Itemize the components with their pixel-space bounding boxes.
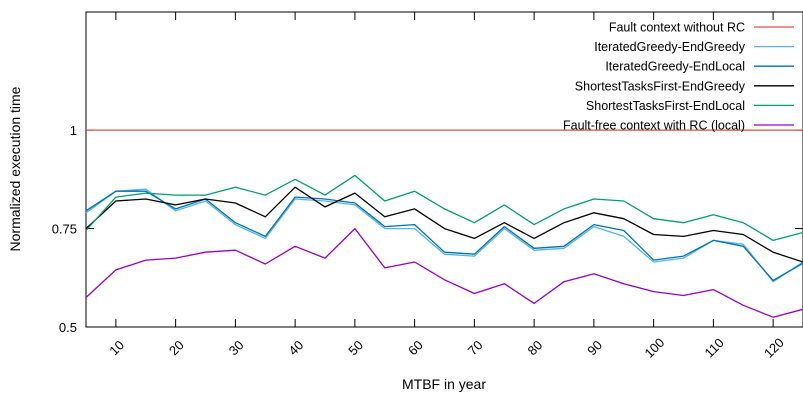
- plot-frame: [85, 11, 803, 328]
- legend-label: ShortestTasksFirst-EndLocal: [586, 99, 745, 113]
- legend-label: Fault-free context with RC (local): [563, 119, 745, 133]
- plot-area-border: [85, 11, 803, 328]
- x-axis-title: MTBF in year: [402, 376, 486, 392]
- y-tick-label: 0.75: [52, 222, 77, 237]
- series-line-4: [85, 186, 803, 263]
- x-tick-label: 80: [525, 337, 546, 358]
- legend: Fault context without RC IteratedGreedy-E…: [563, 21, 794, 133]
- legend-label: IteratedGreedy-EndLocal: [605, 60, 745, 74]
- series-line-6: [85, 227, 803, 318]
- x-tick-label: 120: [761, 335, 787, 361]
- x-tick-label: 110: [702, 335, 727, 360]
- legend-label: IteratedGreedy-EndGreedy: [594, 40, 746, 54]
- y-tick-label: 0.5: [59, 320, 77, 335]
- series-line-5: [85, 174, 803, 242]
- x-tick-label: 50: [345, 337, 366, 358]
- y-axis: 0.5 0.75 1: [52, 123, 803, 335]
- y-tick-label: 1: [70, 123, 77, 138]
- x-tick-label: 20: [166, 337, 187, 358]
- series-lines: [85, 129, 803, 318]
- series-line-2: [85, 188, 803, 283]
- legend-label: ShortestTasksFirst-EndGreedy: [575, 79, 746, 93]
- x-tick-label: 60: [405, 337, 426, 358]
- legend-label: Fault context without RC: [609, 21, 745, 35]
- y-axis-title: Normalized execution time: [7, 86, 23, 251]
- x-tick-label: 30: [226, 337, 247, 358]
- x-tick-label: 100: [641, 335, 667, 361]
- x-tick-label: 90: [584, 337, 605, 358]
- x-tick-label: 40: [286, 337, 307, 358]
- x-tick-label: 10: [106, 337, 127, 358]
- x-tick-label: 70: [465, 337, 486, 358]
